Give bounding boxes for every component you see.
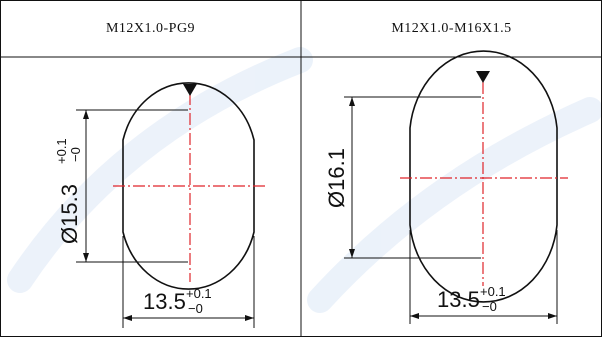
right-cutout: Ø16.1 13.5 +0.1 −0 xyxy=(324,50,568,324)
left-cutout: Ø15.3 +0.1 −0 13.5 +0.1 −0 xyxy=(54,82,265,328)
left-height-label: Ø15.3 +0.1 −0 xyxy=(54,138,83,244)
svg-text:−0: −0 xyxy=(188,301,203,316)
right-width-label: 13.5 +0.1 −0 xyxy=(437,284,506,314)
right-height-dimension xyxy=(344,96,481,259)
left-cutout-outline xyxy=(122,82,255,290)
svg-text:+0.1: +0.1 xyxy=(480,284,506,299)
right-width-dimension xyxy=(409,230,558,324)
svg-text:−0: −0 xyxy=(482,299,497,314)
column-header-m16: M12X1.0-M16X1.5 xyxy=(391,20,512,36)
svg-text:−0: −0 xyxy=(68,147,83,162)
right-cutout-outline xyxy=(409,50,558,303)
svg-text:+0.1: +0.1 xyxy=(186,286,212,301)
svg-text:Ø16.1: Ø16.1 xyxy=(324,148,349,208)
left-width-label: 13.5 +0.1 −0 xyxy=(143,286,212,316)
left-height-dimension xyxy=(76,109,188,263)
svg-text:Ø15.3: Ø15.3 xyxy=(57,184,82,244)
triangle-down-icon xyxy=(183,84,197,96)
svg-text:+0.1: +0.1 xyxy=(54,138,69,164)
right-height-label: Ø16.1 xyxy=(324,148,349,208)
triangle-down-icon xyxy=(476,71,490,83)
watermark xyxy=(7,47,602,313)
left-width-dimension xyxy=(122,236,255,328)
column-header-pg9: M12X1.0-PG9 xyxy=(105,20,196,36)
svg-text:13.5: 13.5 xyxy=(437,287,480,312)
svg-text:13.5: 13.5 xyxy=(143,289,186,314)
